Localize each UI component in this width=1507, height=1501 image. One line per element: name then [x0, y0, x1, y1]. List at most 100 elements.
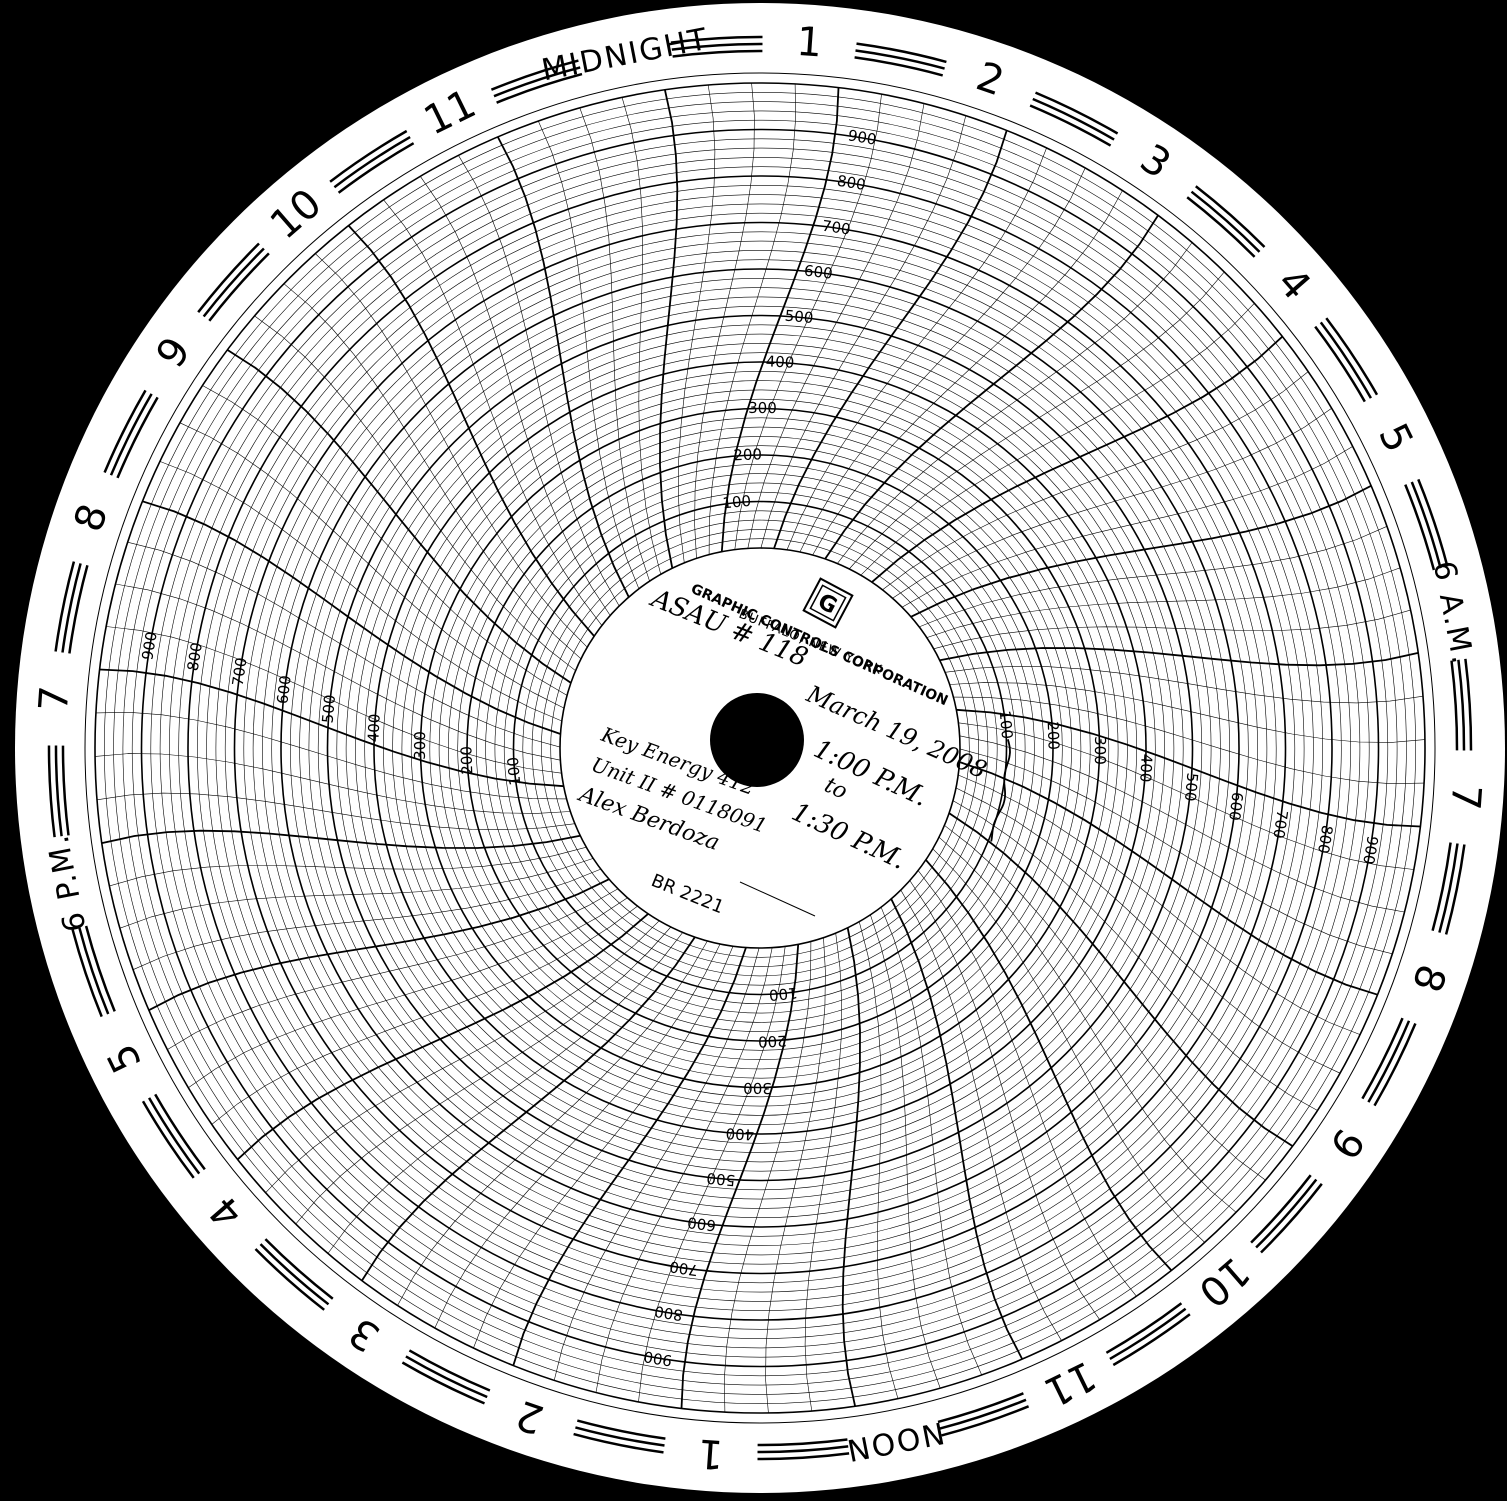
scale-label: 300 — [748, 399, 777, 417]
hour-rim-bar — [1186, 196, 1256, 258]
center-hole — [710, 693, 804, 787]
scale-label: 700 — [1269, 809, 1291, 840]
hour-rim-bar — [1035, 91, 1119, 135]
hour-rim-bar — [1444, 844, 1466, 935]
hour-rim-bar — [854, 56, 944, 77]
hour-rim-bar — [84, 925, 116, 1012]
hour-rim-bar — [757, 1438, 848, 1447]
hour-rim-bar — [1109, 1307, 1187, 1360]
hour-rim-bar — [78, 927, 110, 1015]
scale-label: 300 — [411, 731, 429, 760]
hour-label: 7 — [31, 684, 79, 713]
hour-rim-bar — [54, 745, 63, 837]
scale-label: 500 — [1181, 772, 1202, 802]
hour-rim-bar — [154, 1093, 206, 1171]
hour-rim-bar — [1417, 478, 1449, 567]
hour-rim-bar — [109, 393, 153, 476]
scale-label: 400 — [1136, 753, 1155, 783]
hour-rim-bar — [68, 564, 89, 654]
scale-label: 800 — [1314, 824, 1336, 855]
scale-label: 900 — [642, 1347, 673, 1369]
hour-rim-bar — [1319, 321, 1372, 399]
scale-label: 800 — [184, 641, 206, 672]
hour-rim-bar — [61, 563, 82, 653]
scale-label: 700 — [668, 1257, 699, 1279]
hour-rim-bar — [941, 1405, 1030, 1437]
scale-label: 700 — [229, 656, 251, 687]
scale-label: 600 — [1225, 791, 1246, 822]
hour-rim-bar — [1255, 1178, 1318, 1249]
scale-label: 400 — [364, 713, 383, 743]
hour-rim-bar — [672, 49, 763, 58]
scale-label: 900 — [1359, 835, 1381, 866]
hour-rim-bar — [54, 561, 76, 652]
hour-rim-bar — [757, 1445, 849, 1454]
scale-labels: 100 200 300 400 500 600 700 800 900 100 200 300 400 5… — [138, 126, 1381, 1369]
hour-rim-bar — [576, 1419, 666, 1440]
signature-line — [739, 881, 816, 917]
scale-label: 300 — [1091, 736, 1109, 765]
hour-rim-bar — [670, 35, 763, 44]
hour-rim-bar — [405, 1355, 488, 1399]
chart-grid — [84, 72, 1436, 1424]
hour-rim-bar — [573, 1432, 664, 1454]
hour-rim-bar — [671, 42, 763, 51]
hour-rim-bar — [333, 136, 411, 189]
hour-rim-bar — [337, 142, 415, 194]
hour-rim-bar — [490, 59, 579, 91]
hour-rim-bar — [1361, 1017, 1404, 1100]
hour-rim-bar — [1404, 484, 1436, 571]
hour-rim-bar — [148, 1097, 201, 1175]
hour-rim-bar — [103, 389, 147, 473]
hour-rim-bar — [254, 1248, 325, 1311]
hour-rim-bar — [71, 929, 103, 1018]
hour-rim-bar — [197, 242, 260, 313]
scale-label: 600 — [273, 674, 294, 705]
hour-rim-bar — [202, 247, 265, 318]
scale-label: 200 — [733, 445, 762, 464]
scale-label: 700 — [821, 217, 852, 239]
hour-rim-bar — [1032, 97, 1115, 141]
scale-label: 900 — [138, 630, 160, 661]
pen-trace — [990, 739, 1011, 842]
hour-rim-bar — [1250, 1174, 1312, 1244]
hour-rim-bar — [1190, 190, 1261, 253]
hour-rim-bar — [408, 1349, 491, 1392]
hour-rim-bar — [937, 1392, 1024, 1424]
scale-label: 600 — [686, 1213, 717, 1234]
scale-label: 600 — [803, 261, 834, 282]
hour-rim-bar — [1367, 1020, 1411, 1103]
hour-rim-bar — [575, 1426, 665, 1447]
hour-rim-bar — [401, 1361, 485, 1405]
hour-rim-bar — [208, 252, 270, 322]
hour-rim-bar — [856, 42, 947, 64]
scale-label: 100 — [768, 984, 798, 1005]
hour-rim-bar — [1464, 658, 1473, 751]
hour-rim-bar — [1373, 1023, 1417, 1107]
hour-rim-bar — [1438, 843, 1459, 933]
hour-rim-bar — [1029, 104, 1112, 147]
hour-rim-bar — [1112, 1313, 1191, 1367]
hour-rim-bar — [1457, 659, 1466, 751]
scale-label: 300 — [743, 1079, 772, 1097]
scale-label: 500 — [706, 1169, 736, 1190]
hour-rim-bar — [1105, 1302, 1183, 1354]
hour-rim-bar — [939, 1398, 1027, 1430]
scale-label: 200 — [758, 1032, 787, 1051]
scale-label: 100 — [504, 756, 525, 786]
hour-rim-bar — [1410, 481, 1442, 569]
hour-rim-bar — [61, 745, 70, 836]
hour-rim-bar — [259, 1243, 330, 1306]
hour-rim-bar — [1260, 1183, 1323, 1254]
scale-label: 400 — [725, 1124, 755, 1143]
scale-label: 900 — [847, 126, 878, 148]
scale-label: 400 — [765, 352, 795, 371]
hour-rim-bar — [329, 129, 408, 183]
scale-label: 100 — [722, 492, 752, 513]
hour-rim-bar — [855, 49, 945, 70]
hour-rim-bar — [1314, 325, 1366, 403]
scale-label: 800 — [836, 172, 867, 194]
hour-rim-bar — [1195, 185, 1266, 248]
scale-label: 500 — [784, 307, 814, 328]
